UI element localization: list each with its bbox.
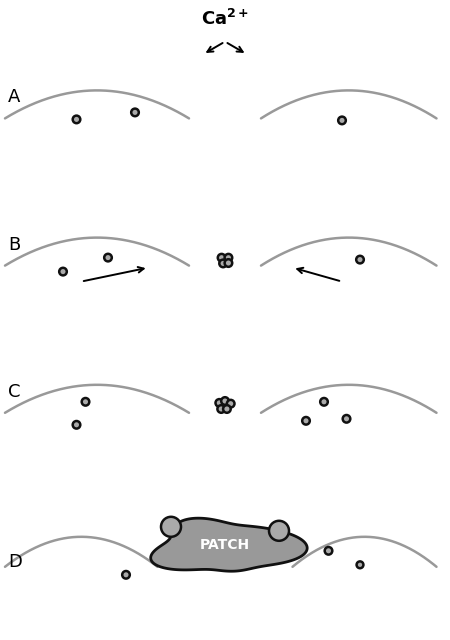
Polygon shape xyxy=(151,518,307,572)
Circle shape xyxy=(82,398,89,406)
Text: $\mathbf{Ca^{2+}}$: $\mathbf{Ca^{2+}}$ xyxy=(201,9,249,29)
Circle shape xyxy=(216,399,223,406)
Circle shape xyxy=(131,109,139,116)
Circle shape xyxy=(338,116,346,124)
Circle shape xyxy=(225,259,232,267)
Text: PATCH: PATCH xyxy=(200,538,250,552)
Text: C: C xyxy=(8,383,21,401)
Circle shape xyxy=(325,547,332,555)
Circle shape xyxy=(221,397,229,405)
Circle shape xyxy=(225,254,232,262)
Circle shape xyxy=(269,521,289,541)
Circle shape xyxy=(217,405,225,413)
Circle shape xyxy=(320,398,328,406)
Circle shape xyxy=(356,561,364,568)
Circle shape xyxy=(223,405,231,413)
Circle shape xyxy=(356,256,364,264)
Circle shape xyxy=(218,254,225,262)
Circle shape xyxy=(73,116,80,123)
Circle shape xyxy=(73,421,80,429)
Circle shape xyxy=(219,260,227,268)
Circle shape xyxy=(59,268,67,275)
Circle shape xyxy=(104,254,112,261)
Text: B: B xyxy=(8,236,20,253)
Text: D: D xyxy=(8,553,22,571)
Circle shape xyxy=(343,415,350,422)
Text: A: A xyxy=(8,88,20,106)
Circle shape xyxy=(227,400,234,408)
Circle shape xyxy=(161,516,181,537)
Circle shape xyxy=(122,571,130,579)
Circle shape xyxy=(302,417,310,424)
